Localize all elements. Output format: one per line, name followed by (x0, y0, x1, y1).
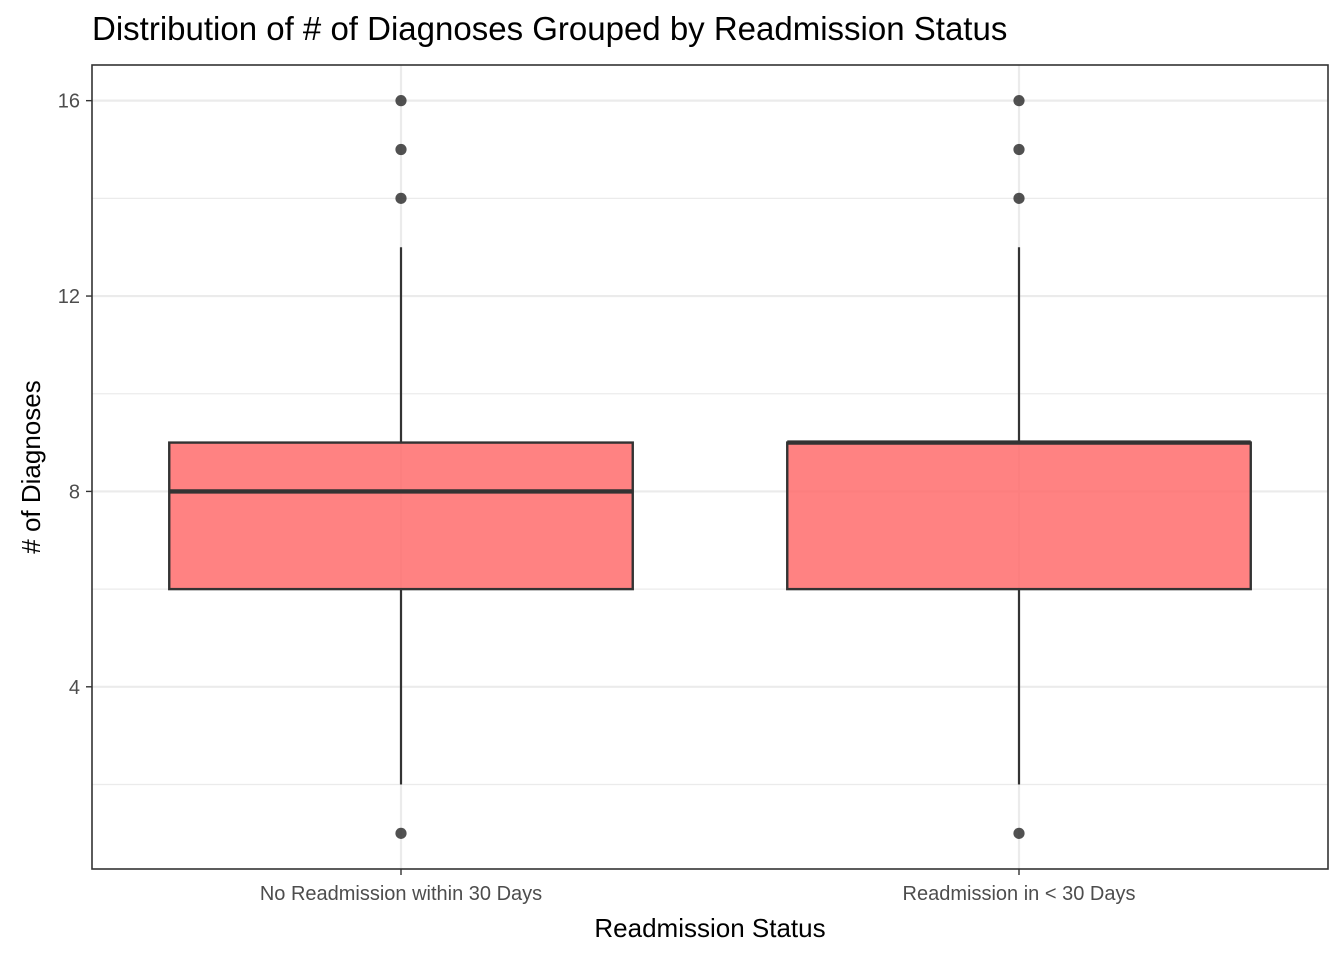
plot-panel-border (91, 64, 1329, 870)
outlier-point (395, 143, 407, 156)
y-tick-label: 16 (58, 91, 80, 113)
iqr-box (786, 441, 1252, 591)
y-axis-label: # of Diagnoses (16, 380, 46, 553)
outlier-point (1013, 143, 1025, 156)
y-tick-label: 8 (69, 481, 80, 503)
x-tick-label: No Readmission within 30 Days (260, 883, 542, 905)
x-tick-label: Readmission in < 30 Days (903, 883, 1136, 905)
chart-title: Distribution of # of Diagnoses Grouped b… (92, 10, 1007, 47)
x-axis-label: Readmission Status (594, 913, 825, 943)
outlier-point (395, 192, 407, 204)
outlier-point (395, 95, 407, 107)
outlier-point (1013, 827, 1025, 839)
iqr-box (168, 441, 634, 591)
outlier-point (1013, 192, 1025, 204)
y-tick-label: 4 (69, 677, 80, 699)
axis-layer: 4 8 12 16 No Readmission within 30 Days Readm… (58, 91, 1136, 905)
box-layer (168, 95, 1252, 839)
outlier-point (1013, 95, 1025, 107)
y-tick-label: 12 (58, 286, 80, 308)
outlier-point (395, 827, 407, 839)
